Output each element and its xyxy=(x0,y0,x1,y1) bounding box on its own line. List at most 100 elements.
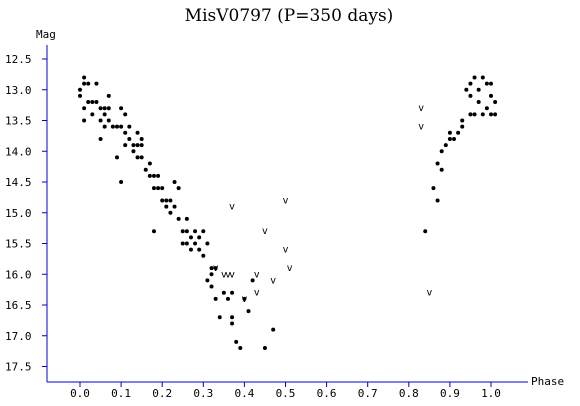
y-axis-label: Mag xyxy=(36,28,56,41)
data-point xyxy=(230,321,235,326)
data-point xyxy=(123,143,128,148)
data-point xyxy=(143,167,148,172)
data-point xyxy=(82,106,87,111)
data-point xyxy=(172,180,177,184)
data-point xyxy=(193,241,198,246)
data-point xyxy=(164,198,169,203)
data-point xyxy=(82,75,87,80)
x-tick-label: 0.6 xyxy=(317,387,337,400)
data-point xyxy=(456,130,461,135)
data-point xyxy=(250,278,255,283)
x-tick-label: 0.9 xyxy=(440,387,460,400)
x-tick-label: 0.2 xyxy=(152,387,172,400)
data-point xyxy=(168,210,173,215)
data-point xyxy=(78,87,82,92)
data-point xyxy=(476,87,481,92)
y-axis-ticks: 12.5 13.0 13.5 14.0 14.5 15.0 15.5 16.0 16.5 17.0… xyxy=(5,53,47,374)
data-point xyxy=(460,124,465,129)
upper-limit-marker: v xyxy=(221,269,227,280)
x-tick-label: 0.1 xyxy=(111,387,131,400)
upper-limit-marker: v xyxy=(262,226,268,237)
data-point xyxy=(213,296,218,301)
data-point xyxy=(435,198,440,203)
data-point xyxy=(431,186,436,191)
data-point xyxy=(443,143,448,148)
data-point xyxy=(217,315,222,320)
data-point xyxy=(131,143,136,148)
y-tick-label: 16.5 xyxy=(5,299,32,312)
data-point xyxy=(472,75,477,80)
y-tick-label: 16.0 xyxy=(5,268,32,281)
data-point xyxy=(123,112,128,117)
data-point xyxy=(110,124,115,129)
data-point xyxy=(176,186,181,191)
y-tick-label: 14.0 xyxy=(5,145,32,158)
data-point xyxy=(123,130,128,135)
x-axis-ticks: 0.0 0.1 0.2 0.3 0.4 0.5 0.6 0.7 0.8 0.9 1.0 xyxy=(70,382,501,400)
data-point xyxy=(86,81,91,86)
data-point xyxy=(209,266,214,271)
data-point xyxy=(147,161,152,166)
data-point xyxy=(205,241,210,246)
upper-limit-marker: v xyxy=(282,195,288,206)
data-point xyxy=(94,81,99,86)
data-point xyxy=(489,81,493,86)
data-point xyxy=(90,112,95,117)
data-point xyxy=(476,100,481,105)
data-point xyxy=(489,112,493,117)
y-tick-label: 13.0 xyxy=(5,84,32,97)
data-point xyxy=(234,339,239,344)
data-point xyxy=(246,309,251,314)
data-point xyxy=(209,272,214,277)
data-point xyxy=(271,327,276,332)
data-point xyxy=(472,112,477,117)
data-point xyxy=(468,112,473,117)
data-point xyxy=(489,93,493,98)
data-point xyxy=(197,235,202,240)
data-point xyxy=(493,112,498,117)
data-point xyxy=(188,247,193,252)
data-point xyxy=(493,100,498,105)
data-point xyxy=(78,93,82,98)
data-point xyxy=(135,143,140,148)
data-point xyxy=(114,124,119,129)
data-point xyxy=(209,284,214,289)
data-point xyxy=(160,186,165,191)
data-point xyxy=(119,106,124,111)
data-point xyxy=(139,143,144,148)
y-tick-label: 12.5 xyxy=(5,53,32,66)
data-point xyxy=(439,149,444,154)
data-point xyxy=(439,167,444,172)
x-tick-label: 1.0 xyxy=(481,387,501,400)
data-point xyxy=(102,112,107,117)
upper-limit-marker: v xyxy=(270,275,276,286)
data-point xyxy=(176,216,181,221)
data-point xyxy=(242,296,247,301)
data-point xyxy=(131,149,136,154)
data-point xyxy=(180,241,185,246)
y-tick-label: 17.5 xyxy=(5,361,32,374)
data-point xyxy=(184,241,189,246)
upper-limit-marker: v xyxy=(229,269,235,280)
data-point xyxy=(238,346,243,351)
data-point xyxy=(160,198,165,203)
data-point xyxy=(114,155,119,160)
x-tick-label: 0.3 xyxy=(193,387,213,400)
data-point xyxy=(480,75,485,80)
data-point xyxy=(98,136,103,141)
data-point xyxy=(180,229,185,234)
data-point xyxy=(262,346,267,351)
upper-limit-marker: v xyxy=(254,288,260,299)
data-point xyxy=(452,136,457,141)
x-tick-label: 0.4 xyxy=(234,387,254,400)
data-point xyxy=(480,112,485,117)
upper-limit-marker: v xyxy=(287,263,293,274)
data-point xyxy=(205,278,210,283)
data-point xyxy=(156,186,161,191)
data-point xyxy=(460,118,465,123)
data-point xyxy=(447,130,452,135)
data-point xyxy=(201,253,206,258)
upper-limit-marker: v xyxy=(229,202,235,213)
data-point xyxy=(106,106,111,111)
